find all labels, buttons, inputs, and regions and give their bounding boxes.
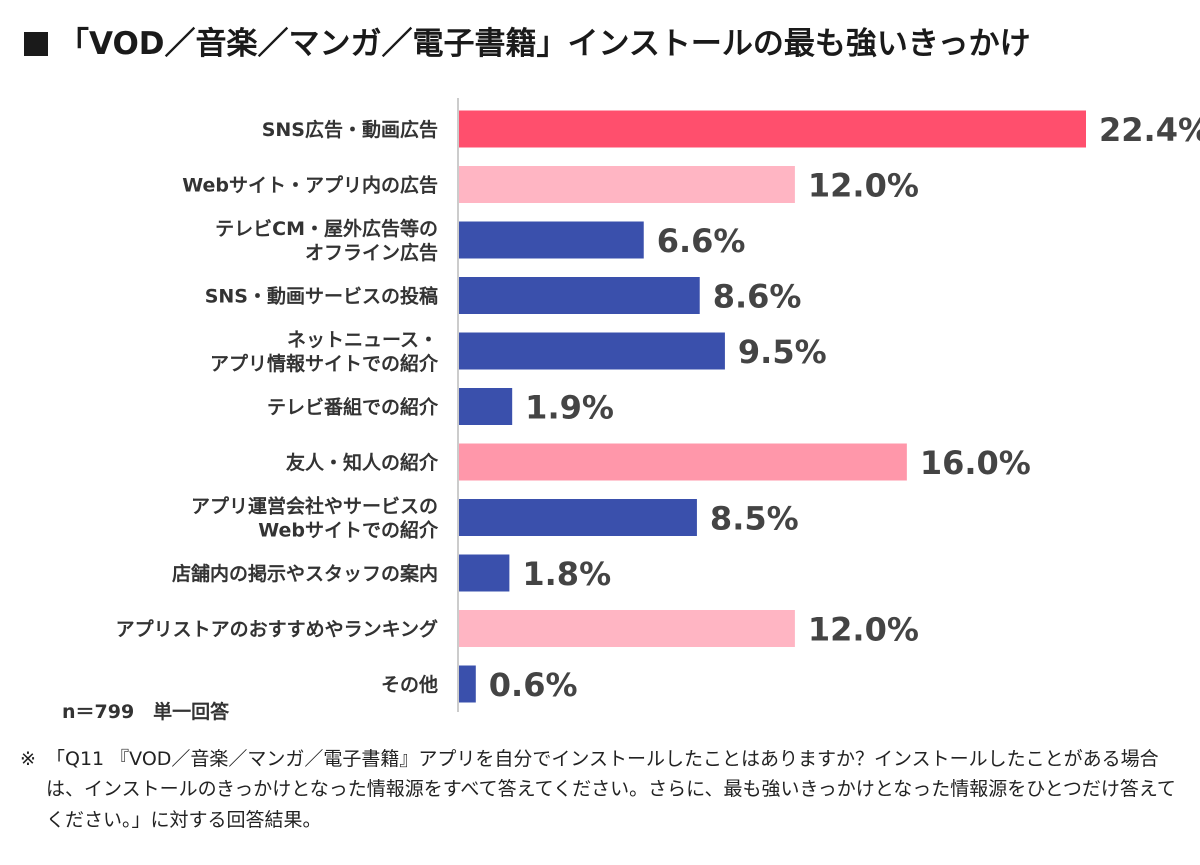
title-square-marker bbox=[24, 32, 48, 56]
category-label: ネットニュース・アプリ情報サイトでの紹介 bbox=[210, 329, 439, 375]
value-label: 6.6% bbox=[657, 222, 746, 260]
value-label: 9.5% bbox=[738, 333, 827, 371]
bar bbox=[459, 499, 697, 536]
category-label-line: 店舗内の掲示やスタッフの案内 bbox=[172, 562, 438, 585]
category-label-line: SNS広告・動画広告 bbox=[262, 118, 438, 141]
category-label: 友人・知人の紹介 bbox=[286, 451, 439, 474]
bar bbox=[459, 332, 725, 370]
value-label: 1.9% bbox=[525, 389, 614, 427]
category-label: その他 bbox=[381, 673, 438, 696]
bar bbox=[459, 610, 795, 647]
sample-size-note: n＝799 単一回答 bbox=[62, 701, 230, 723]
category-label: テレビ番組での紹介 bbox=[267, 396, 439, 419]
category-label-line: テレビCM・屋外広告等の bbox=[215, 217, 438, 240]
chart-title-text: 「VOD／音楽／マンガ／電子書籍」インストールの最も強いきっかけ bbox=[58, 26, 1031, 62]
value-label: 8.6% bbox=[713, 278, 802, 316]
value-label: 8.5% bbox=[710, 500, 799, 538]
footnote-mark: ※ bbox=[20, 748, 36, 770]
category-label-line: オフライン広告 bbox=[305, 241, 438, 264]
bar bbox=[459, 221, 644, 259]
category-label-line: Webサイト・アプリ内の広告 bbox=[182, 174, 438, 197]
category-label: Webサイト・アプリ内の広告 bbox=[182, 174, 438, 197]
category-label: SNS・動画サービスの投稿 bbox=[205, 285, 438, 308]
category-label: 店舗内の掲示やスタッフの案内 bbox=[172, 562, 438, 585]
category-label-line: アプリ運営会社やサービスの bbox=[191, 495, 438, 518]
bar bbox=[459, 166, 795, 203]
category-label-line: アプリストアのおすすめやランキング bbox=[116, 618, 438, 641]
bar bbox=[459, 388, 513, 425]
bar bbox=[459, 554, 510, 592]
bar bbox=[459, 277, 700, 314]
value-label: 16.0% bbox=[920, 444, 1031, 482]
category-label: SNS広告・動画広告 bbox=[262, 118, 438, 141]
category-label-line: SNS・動画サービスの投稿 bbox=[205, 285, 438, 308]
category-label: アプリ運営会社やサービスの Webサイトでの紹介 bbox=[191, 495, 439, 542]
category-label: アプリストアのおすすめやランキング bbox=[116, 618, 438, 641]
category-label-line: 友人・知人の紹介 bbox=[286, 451, 439, 474]
value-label: 22.4% bbox=[1099, 111, 1200, 149]
chart-title: 「VOD／音楽／マンガ／電子書籍」インストールの最も強いきっかけ bbox=[24, 18, 1031, 63]
value-label: 12.0% bbox=[808, 611, 919, 649]
bar bbox=[459, 665, 476, 703]
category-label: テレビCM・屋外広告等のオフライン広告 bbox=[215, 217, 438, 264]
value-label: 1.8% bbox=[522, 555, 611, 593]
value-label: 12.0% bbox=[808, 167, 919, 205]
footnote: ※ 「Q11 『VOD／音楽／マンガ／電子書籍』アプリを自分でインストールしたこ… bbox=[20, 744, 1180, 835]
category-label-line: Webサイトでの紹介 bbox=[258, 519, 439, 542]
bar bbox=[459, 110, 1086, 148]
category-label-line: その他 bbox=[381, 673, 438, 696]
bar bbox=[459, 443, 907, 481]
category-label-line: ネットニュース・ bbox=[287, 329, 438, 351]
category-label-line: アプリ情報サイトでの紹介 bbox=[210, 352, 439, 375]
value-label: 0.6% bbox=[489, 666, 578, 704]
footnote-text: 「Q11 『VOD／音楽／マンガ／電子書籍』アプリを自分でインストールしたことは… bbox=[46, 748, 1176, 831]
category-label-line: テレビ番組での紹介 bbox=[267, 396, 439, 419]
